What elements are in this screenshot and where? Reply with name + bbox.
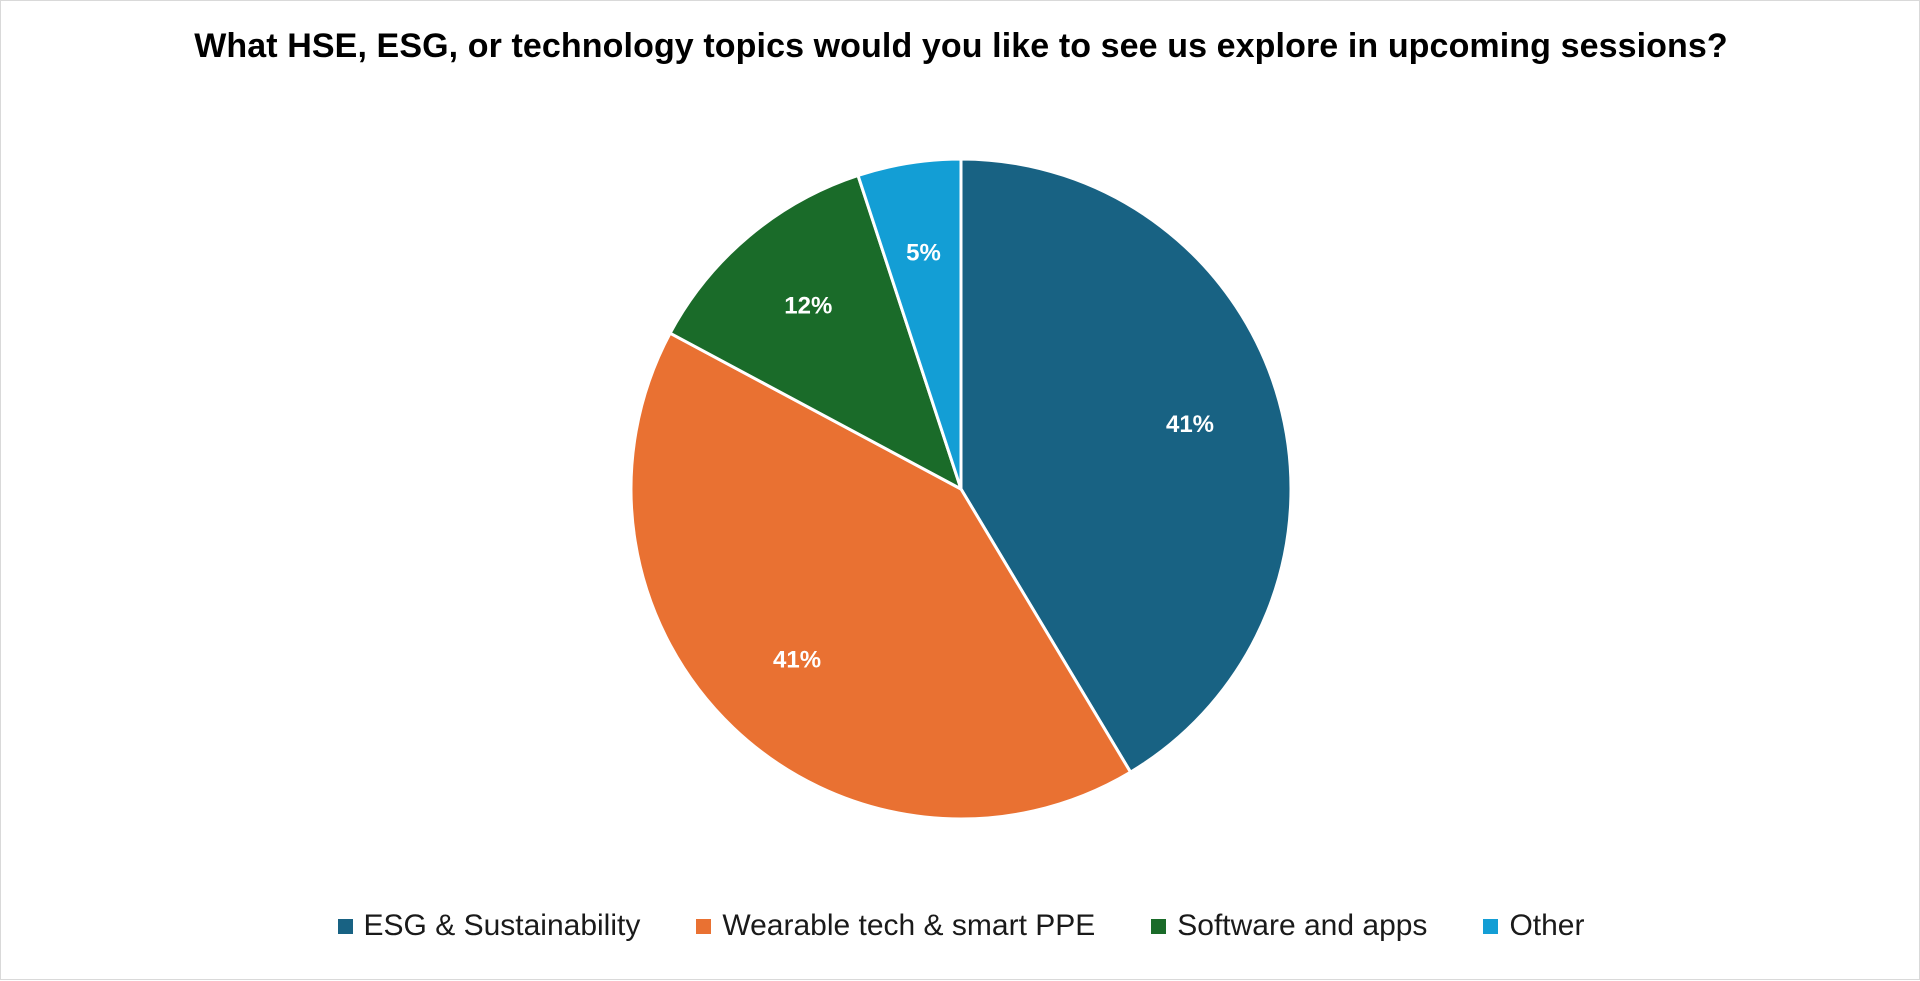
legend-label: Wearable tech & smart PPE [722, 909, 1096, 942]
legend-item-wearable-tech-smart-ppe: Wearable tech & smart PPE [696, 909, 1095, 943]
legend-swatch [337, 918, 353, 934]
data-label-software-and-apps: 12% [784, 292, 832, 319]
data-label-other: 5% [906, 240, 941, 267]
pie-slice-esg-sustainability [959, 157, 1293, 774]
pie-slice-software-and-apps [668, 173, 963, 491]
legend-swatch [696, 918, 712, 934]
legend-label: ESG & Sustainability [363, 909, 641, 942]
legend-swatch [1151, 918, 1167, 934]
legend-item-other: Other [1483, 909, 1584, 943]
pie-slice-wearable-tech-smart-ppe [629, 331, 1133, 821]
chart-legend: ESG & Sustainability Wearable tech & smar… [1, 909, 1920, 943]
chart-title: What HSE, ESG, or technology topics woul… [194, 27, 1728, 65]
legend-swatch [1483, 918, 1499, 934]
legend-item-esg-sustainability: ESG & Sustainability [337, 909, 641, 943]
legend-label: Software and apps [1177, 909, 1428, 942]
pie-slice-other [856, 157, 963, 491]
legend-item-software-and-apps: Software and apps [1151, 909, 1427, 943]
data-label-esg-sustainability: 41% [1166, 411, 1214, 438]
legend-label: Other [1509, 909, 1585, 942]
data-label-wearable-tech-smart-ppe: 41% [773, 646, 821, 673]
